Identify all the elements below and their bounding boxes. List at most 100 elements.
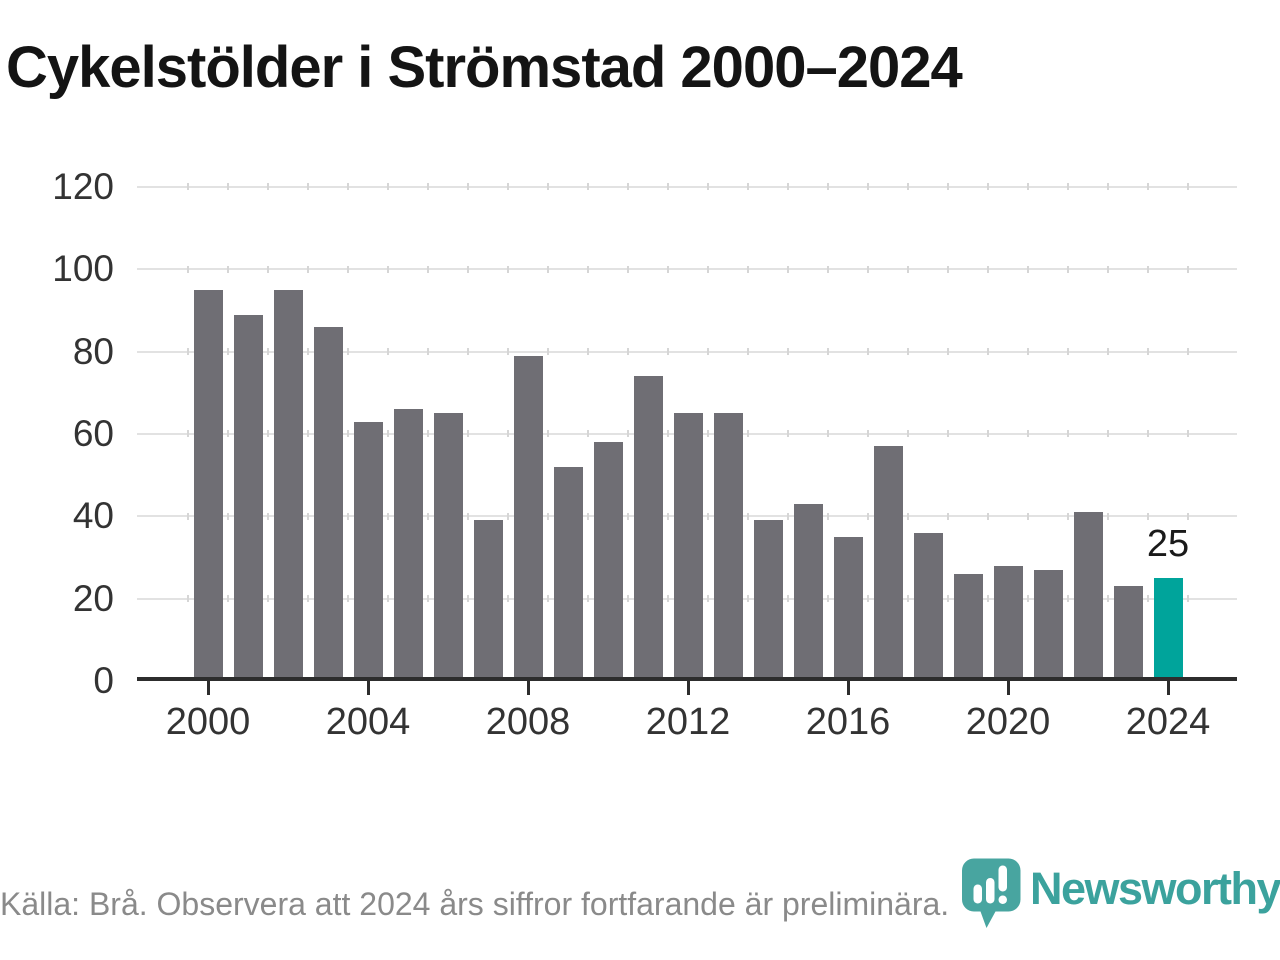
bar-2007: [473, 520, 503, 681]
bar-2021: [1033, 569, 1063, 681]
gridline-minor-tick: [307, 183, 309, 191]
x-axis-tick-2020: [1006, 681, 1010, 695]
y-axis-label-0: 0: [93, 660, 114, 701]
gridline-minor-tick: [267, 348, 269, 356]
gridline-minor-tick: [627, 183, 629, 191]
x-axis-tick-2004: [366, 681, 370, 695]
gridline-minor-tick: [787, 348, 789, 356]
bar-2000: [193, 289, 223, 681]
gridline-minor-tick: [747, 348, 749, 356]
gridline-minor-tick: [747, 183, 749, 191]
x-axis-label-2020: 2020: [965, 701, 1051, 743]
gridline-minor-tick: [987, 265, 989, 273]
gridline-minor-tick: [867, 430, 869, 438]
gridline-minor-tick: [987, 512, 989, 520]
gridline-minor-tick: [427, 512, 429, 520]
gridline-minor-tick: [467, 430, 469, 438]
gridline-minor-tick: [547, 595, 549, 603]
gridline-minor-tick: [227, 595, 229, 603]
gridline-minor-tick: [347, 183, 349, 191]
gridline-minor-tick: [347, 265, 349, 273]
gridline-minor-tick: [187, 348, 189, 356]
x-axis-tick-2012: [686, 681, 690, 695]
gridline-minor-tick: [307, 430, 309, 438]
bar-2020: [993, 565, 1023, 681]
gridline-minor-tick: [587, 512, 589, 520]
gridline-minor-tick: [787, 595, 789, 603]
gridline-minor-tick: [1067, 348, 1069, 356]
gridline-minor-tick: [827, 512, 829, 520]
gridline-minor-tick: [427, 348, 429, 356]
gridline-minor-tick: [267, 265, 269, 273]
gridline-minor-tick: [1187, 265, 1189, 273]
gridline-minor-tick: [1067, 512, 1069, 520]
bar-2012: [673, 413, 703, 681]
x-axis-line: [137, 677, 1237, 681]
gridline-minor-tick: [1107, 348, 1109, 356]
gridline-minor-tick: [787, 265, 789, 273]
gridline-minor-tick: [1187, 183, 1189, 191]
gridline-minor-tick: [547, 183, 549, 191]
x-axis-label-2008: 2008: [485, 701, 571, 743]
gridline-minor-tick: [187, 512, 189, 520]
gridline-minor-tick: [387, 595, 389, 603]
gridline-minor-tick: [227, 348, 229, 356]
y-axis-label-120: 120: [52, 165, 114, 207]
gridline-minor-tick: [347, 348, 349, 356]
bar-2024: [1153, 578, 1183, 681]
gridline-minor-tick: [347, 512, 349, 520]
gridline-minor-tick: [827, 183, 829, 191]
gridline-minor-tick: [667, 183, 669, 191]
x-axis-tick-2008: [526, 681, 530, 695]
newsworthy-wordmark: Newsworthy: [1030, 863, 1280, 914]
gridline-minor-tick: [547, 430, 549, 438]
newsworthy-logo: Newsworthy: [962, 856, 1280, 930]
gridline-minor-tick: [467, 183, 469, 191]
highlight-value-label: 25: [1146, 523, 1190, 566]
gridline-minor-tick: [867, 595, 869, 603]
gridline-minor-tick: [707, 430, 709, 438]
gridline-minor-tick: [947, 430, 949, 438]
gridline-minor-tick: [947, 348, 949, 356]
gridline-minor-tick: [1067, 430, 1069, 438]
gridline-100: [137, 268, 1237, 271]
gridline-minor-tick: [1187, 430, 1189, 438]
gridline-minor-tick: [987, 183, 989, 191]
gridline-minor-tick: [267, 595, 269, 603]
bar-2022: [1073, 512, 1103, 681]
gridline-minor-tick: [347, 430, 349, 438]
gridline-minor-tick: [707, 265, 709, 273]
bar-2014: [753, 520, 783, 681]
gridline-minor-tick: [1147, 595, 1149, 603]
gridline-minor-tick: [227, 430, 229, 438]
gridline-minor-tick: [507, 430, 509, 438]
gridline-minor-tick: [267, 183, 269, 191]
gridline-80: [137, 350, 1237, 353]
gridline-minor-tick: [627, 265, 629, 273]
gridline-minor-tick: [627, 595, 629, 603]
x-axis-tick-2000: [206, 681, 210, 695]
gridline-minor-tick: [987, 348, 989, 356]
x-axis-label-2012: 2012: [645, 701, 731, 743]
gridline-minor-tick: [1067, 595, 1069, 603]
gridline-minor-tick: [1107, 595, 1109, 603]
gridline-minor-tick: [827, 265, 829, 273]
gridline-minor-tick: [587, 595, 589, 603]
gridline-minor-tick: [587, 430, 589, 438]
gridline-minor-tick: [1187, 512, 1189, 520]
gridline-minor-tick: [827, 595, 829, 603]
gridline-minor-tick: [507, 183, 509, 191]
gridline-minor-tick: [1147, 348, 1149, 356]
gridline-minor-tick: [547, 265, 549, 273]
bar-2006: [433, 413, 463, 681]
gridline-minor-tick: [627, 512, 629, 520]
gridline-minor-tick: [667, 265, 669, 273]
gridline-minor-tick: [867, 183, 869, 191]
gridline-minor-tick: [467, 595, 469, 603]
gridline-minor-tick: [907, 512, 909, 520]
gridline-minor-tick: [947, 183, 949, 191]
gridline-minor-tick: [627, 348, 629, 356]
gridline-minor-tick: [307, 512, 309, 520]
gridline-minor-tick: [667, 595, 669, 603]
